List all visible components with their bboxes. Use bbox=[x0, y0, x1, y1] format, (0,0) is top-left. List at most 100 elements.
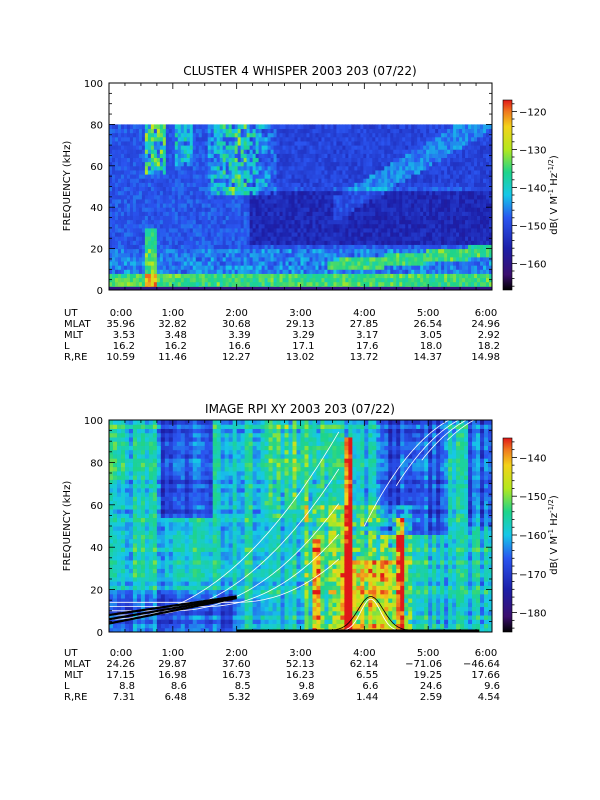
spectrogram-cell bbox=[150, 244, 155, 250]
spectrogram-cell bbox=[111, 149, 116, 154]
spectrogram-cell bbox=[318, 207, 322, 212]
spectrogram-cell bbox=[324, 244, 328, 250]
spectrogram-cell bbox=[453, 223, 457, 229]
spectrogram-cell bbox=[423, 174, 427, 179]
spectrogram-cell bbox=[375, 273, 379, 279]
spectrogram-cell bbox=[174, 124, 179, 130]
spectrogram-cell bbox=[288, 223, 293, 229]
spectrogram-cell bbox=[135, 169, 140, 175]
spectrogram-cell bbox=[354, 223, 358, 229]
spectrogram-cell bbox=[462, 203, 466, 208]
spectrogram-cell bbox=[444, 145, 448, 150]
spectrogram-cell bbox=[297, 198, 301, 204]
spectrogram-cell bbox=[109, 244, 113, 250]
spectrogram-cell bbox=[405, 182, 409, 187]
spectrogram-cell bbox=[477, 261, 481, 266]
spectrogram-cell bbox=[345, 149, 349, 154]
spectrogram-cell bbox=[429, 256, 433, 262]
spectrogram-cell bbox=[402, 174, 406, 179]
spectrogram-cell bbox=[393, 248, 397, 254]
spectrogram-cell bbox=[270, 190, 275, 196]
spectrogram-cell bbox=[357, 140, 361, 146]
spectrogram-cell bbox=[201, 136, 206, 142]
spectrogram-cell bbox=[363, 269, 367, 274]
spectrogram-cell bbox=[147, 269, 152, 274]
spectrogram-cell bbox=[165, 157, 170, 163]
spectrogram-cell bbox=[156, 236, 161, 241]
spectrogram-cell bbox=[297, 273, 301, 279]
spectrogram-cell bbox=[330, 232, 334, 237]
spectrogram-cell bbox=[135, 198, 140, 204]
spectrogram-cell bbox=[258, 227, 263, 233]
spectrogram-cell bbox=[402, 182, 406, 187]
spectrogram-cell bbox=[306, 215, 310, 221]
spectrogram-cell bbox=[162, 145, 167, 150]
spectrogram-cell bbox=[354, 227, 358, 233]
spectrogram-cell bbox=[156, 281, 161, 287]
spectrogram-cell bbox=[243, 165, 248, 171]
spectrogram-cell bbox=[327, 236, 331, 241]
spectrogram-cell bbox=[390, 265, 394, 270]
spectrogram-cell bbox=[405, 236, 409, 241]
spectrogram-cell bbox=[321, 236, 325, 241]
spectrogram-cell bbox=[357, 256, 361, 262]
spectrogram-cell bbox=[153, 256, 158, 262]
spectrogram-cell bbox=[438, 232, 442, 237]
spectrogram-cell bbox=[333, 169, 337, 175]
spectrogram-cell bbox=[330, 128, 334, 134]
spectrogram-cell bbox=[285, 256, 290, 262]
spectrogram-cell bbox=[141, 261, 146, 266]
spectrogram-cell bbox=[210, 252, 215, 258]
spectrogram-cell bbox=[120, 190, 125, 196]
spectrogram-cell bbox=[144, 128, 149, 134]
spectrogram-cell bbox=[228, 240, 233, 245]
spectrogram-cell bbox=[411, 128, 415, 134]
spectrogram-cell bbox=[423, 236, 427, 241]
spectrogram-cell bbox=[264, 281, 269, 287]
spectrogram-cell bbox=[138, 132, 143, 138]
spectrogram-cell bbox=[477, 128, 481, 134]
spectrogram-cell bbox=[435, 178, 439, 183]
spectrogram-cell bbox=[255, 277, 260, 283]
spectrogram-cell bbox=[201, 198, 206, 204]
spectrogram-cell bbox=[111, 219, 116, 225]
spectrogram-cell bbox=[165, 281, 170, 287]
spectrogram-cell bbox=[132, 161, 137, 167]
spectrogram-cell bbox=[138, 169, 143, 175]
spectrogram-cell bbox=[414, 240, 418, 245]
spectrogram-cell bbox=[207, 145, 212, 150]
spectrogram-cell bbox=[411, 269, 415, 274]
spectrogram-cell bbox=[156, 227, 161, 233]
spectrogram-cell bbox=[186, 248, 191, 254]
spectrogram-cell bbox=[240, 277, 245, 283]
spectrogram-cell bbox=[225, 157, 230, 163]
spectrogram-cell bbox=[222, 232, 227, 237]
spectrogram-cell bbox=[234, 190, 239, 196]
spectrogram-cell bbox=[300, 281, 304, 287]
spectrogram-cell bbox=[444, 211, 448, 216]
spectrogram-cell bbox=[402, 178, 406, 183]
spectrogram-cell bbox=[138, 203, 143, 208]
spectrogram-cell bbox=[219, 244, 224, 250]
spectrogram-cell bbox=[109, 219, 113, 225]
spectrogram-cell bbox=[465, 273, 469, 279]
spectrogram-cell bbox=[258, 265, 263, 270]
spectrogram-cell bbox=[324, 140, 328, 146]
spectrogram-cell bbox=[363, 190, 367, 196]
spectrogram-cell bbox=[246, 149, 251, 154]
spectrogram-cell bbox=[285, 277, 290, 283]
spectrogram-cell bbox=[309, 261, 313, 266]
spectrogram-cell bbox=[303, 190, 307, 196]
spectrogram-cell bbox=[192, 203, 197, 208]
spectrogram-cell bbox=[231, 140, 236, 146]
spectrogram-cell bbox=[366, 256, 370, 262]
spectrogram-cell bbox=[126, 256, 131, 262]
spectrogram-cell bbox=[111, 223, 116, 229]
spectrogram-cell bbox=[109, 145, 113, 150]
spectrogram-cell bbox=[109, 190, 113, 196]
spectrogram-cell bbox=[396, 153, 400, 159]
spectrogram-cell bbox=[273, 194, 278, 200]
spectrogram-cell bbox=[183, 261, 188, 266]
spectrogram-cell bbox=[480, 248, 484, 254]
spectrogram-cell bbox=[342, 132, 346, 138]
